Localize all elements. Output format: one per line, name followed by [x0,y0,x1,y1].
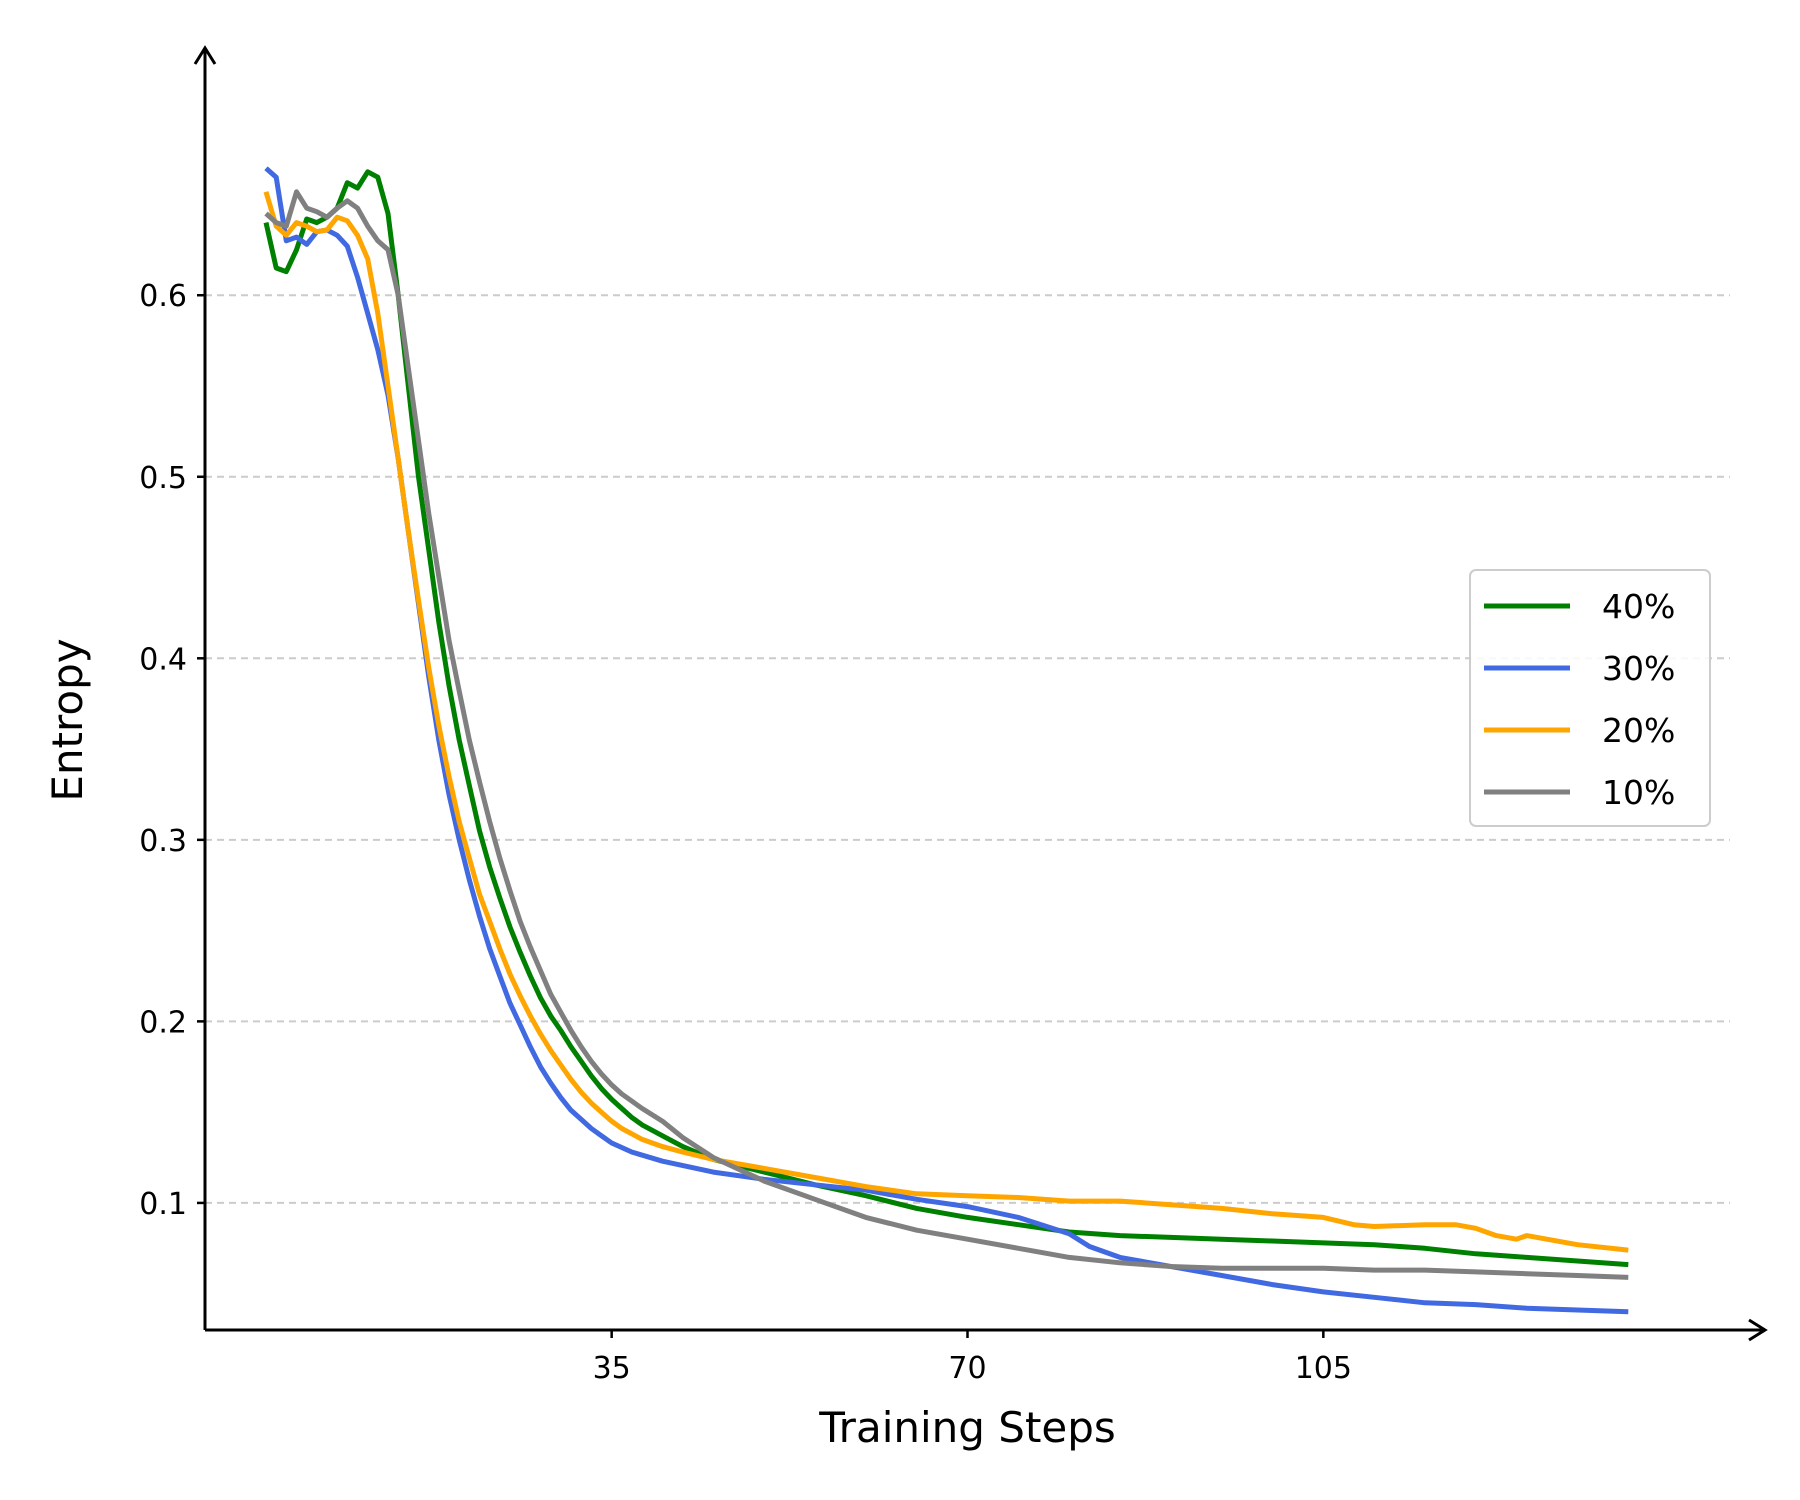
x-tick-label: 105 [1295,1351,1352,1386]
series-layer [263,166,1629,1315]
legend-label: 20% [1602,711,1675,750]
x-axis-title: Training Steps [818,1403,1116,1452]
legend-label: 30% [1602,649,1675,688]
y-axis-title: Entropy [43,638,92,801]
x-axis-arrow-icon [1748,1318,1768,1342]
y-tick-label: 0.4 [139,642,187,677]
legend-label: 40% [1602,587,1675,626]
y-tick-label: 0.3 [139,824,187,859]
y-tick-label: 0.5 [139,461,187,496]
series-line-20pct [263,191,1629,1253]
y-tick-label: 0.2 [139,1005,187,1040]
x-tick-label: 70 [948,1351,986,1386]
legend: 40% 30% 20% 10% [1469,569,1711,827]
y-tick-label: 0.6 [139,279,187,314]
x-tick-label: 35 [593,1351,631,1386]
legend-box [1469,569,1711,827]
ticks-layer: 0.1 0.2 0.3 0.4 0.5 0.6 35 70 105 [139,279,1352,1386]
axes-layer [193,45,1768,1342]
y-axis-arrow-icon [193,45,217,65]
y-tick-label: 0.1 [139,1187,187,1222]
series-line-40pct [263,169,1629,1268]
legend-label: 10% [1602,773,1675,812]
series-line-10pct [264,189,1629,1280]
